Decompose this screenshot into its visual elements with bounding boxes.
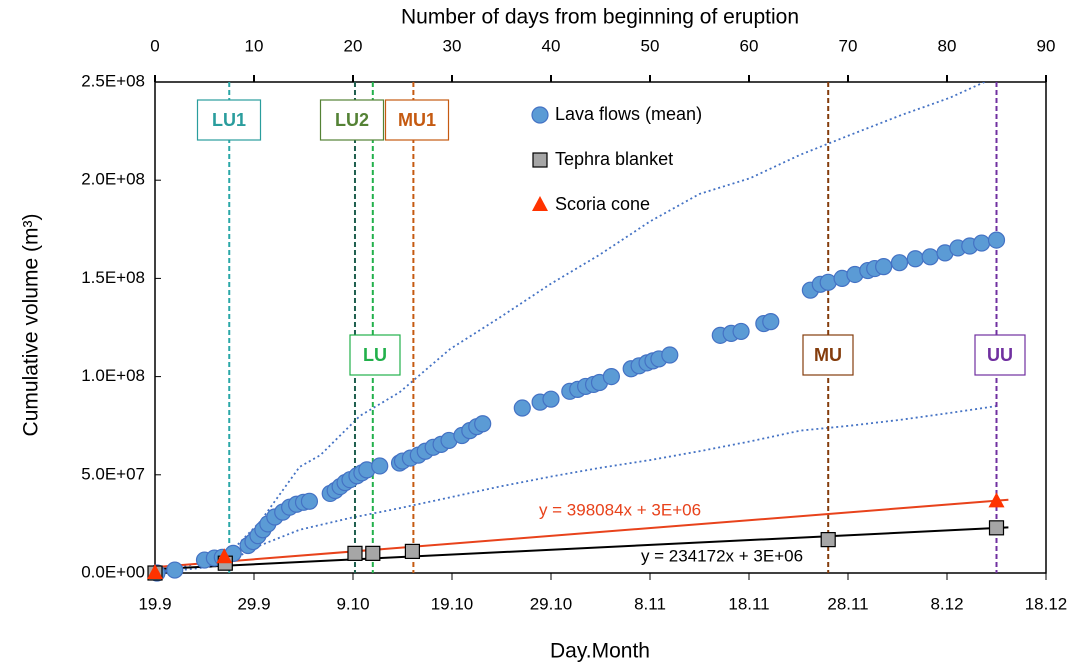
phase-box: [802, 334, 854, 376]
y-tick-label: 1.5E+08: [81, 268, 145, 287]
x-tick-label: 8.11: [634, 594, 666, 613]
phase-box: [319, 99, 385, 141]
tephra-point: [820, 532, 836, 548]
phase-label: LU2: [335, 110, 369, 130]
phase-box: [974, 334, 1026, 376]
x2-tick-label: 70: [839, 36, 858, 55]
trendline: [155, 498, 1009, 569]
legend-marker: [532, 152, 548, 168]
x-tick-label: 28.11: [827, 594, 868, 613]
legend-marker: [531, 106, 549, 124]
x-tick-label: 18.12: [1025, 594, 1068, 613]
lava-point: [732, 322, 750, 341]
phase-label: LU: [363, 345, 387, 365]
phase-box: [384, 99, 450, 141]
x2-tick-label: 90: [1037, 36, 1056, 55]
legend-label: Tephra blanket: [555, 149, 673, 169]
x-tick-label: 19.10: [431, 594, 474, 613]
lava-point: [166, 561, 184, 579]
lava-point: [300, 492, 319, 510]
lava-point: [542, 390, 560, 408]
lava-point: [513, 399, 531, 417]
x2-tick-label: 60: [740, 36, 759, 55]
trendline: [155, 526, 1009, 571]
trendline-label: y = 234172x + 3E+06: [641, 546, 803, 565]
x-tick-label: 29.9: [237, 594, 270, 613]
x2-tick-label: 40: [542, 36, 561, 55]
y-tick-label: 1.0E+08: [81, 366, 145, 385]
y-axis-label: Cumulative volume (m³): [20, 214, 43, 437]
lava-point: [762, 313, 780, 331]
tephra-point: [404, 543, 420, 559]
lava-point: [602, 368, 620, 386]
x2-tick-label: 20: [344, 36, 363, 55]
lava-point: [973, 234, 991, 252]
x-tick-label: 18.11: [728, 594, 769, 613]
scoria-point: [988, 492, 1005, 508]
phase-label: MU1: [398, 110, 436, 130]
x2-tick-label: 10: [245, 36, 264, 55]
phase-box: [196, 99, 262, 141]
lava-point: [661, 346, 679, 364]
scoria-point: [147, 564, 163, 579]
tephra-point: [347, 545, 363, 561]
x2-axis-label: Number of days from beginning of eruptio…: [401, 6, 799, 29]
phase-label: UU: [987, 345, 1013, 365]
legend-label: Lava flows (mean): [555, 104, 702, 124]
tephra-point: [365, 545, 381, 561]
x2-tick-label: 0: [150, 36, 159, 55]
y-tick-label: 0.0E+00: [81, 562, 145, 581]
lava-point: [906, 250, 924, 268]
x-tick-label: 9.10: [336, 594, 369, 613]
plot-frame: [154, 81, 1047, 574]
y-tick-label: 2.0E+08: [81, 170, 145, 189]
legend-marker: [532, 196, 548, 211]
x-tick-label: 29.10: [530, 594, 573, 613]
x2-tick-label: 80: [938, 36, 957, 55]
tephra-point: [988, 520, 1005, 536]
trendline-label: y = 398084x + 3E+06: [539, 500, 701, 519]
y-tick-label: 5.0E+07: [81, 464, 145, 483]
phase-label: MU: [814, 345, 842, 365]
lava-point: [474, 415, 492, 433]
lava-point: [875, 258, 893, 276]
envelope-line: [155, 82, 985, 573]
phase-label: LU1: [212, 110, 246, 130]
scoria-point: [216, 548, 233, 564]
y-tick-label: 2.5E+08: [81, 71, 145, 90]
lava-point: [987, 231, 1006, 249]
phase-box: [349, 334, 401, 376]
x-tick-label: 8.12: [930, 594, 963, 613]
lava-point: [371, 457, 389, 475]
x-axis-label: Day.Month: [550, 640, 650, 663]
lava-point: [921, 248, 939, 266]
x2-tick-label: 50: [641, 36, 660, 55]
lava-point: [890, 254, 909, 272]
x2-tick-label: 30: [443, 36, 462, 55]
legend-label: Scoria cone: [555, 194, 650, 214]
x-tick-label: 19.9: [138, 594, 171, 613]
plot: [155, 82, 1009, 573]
